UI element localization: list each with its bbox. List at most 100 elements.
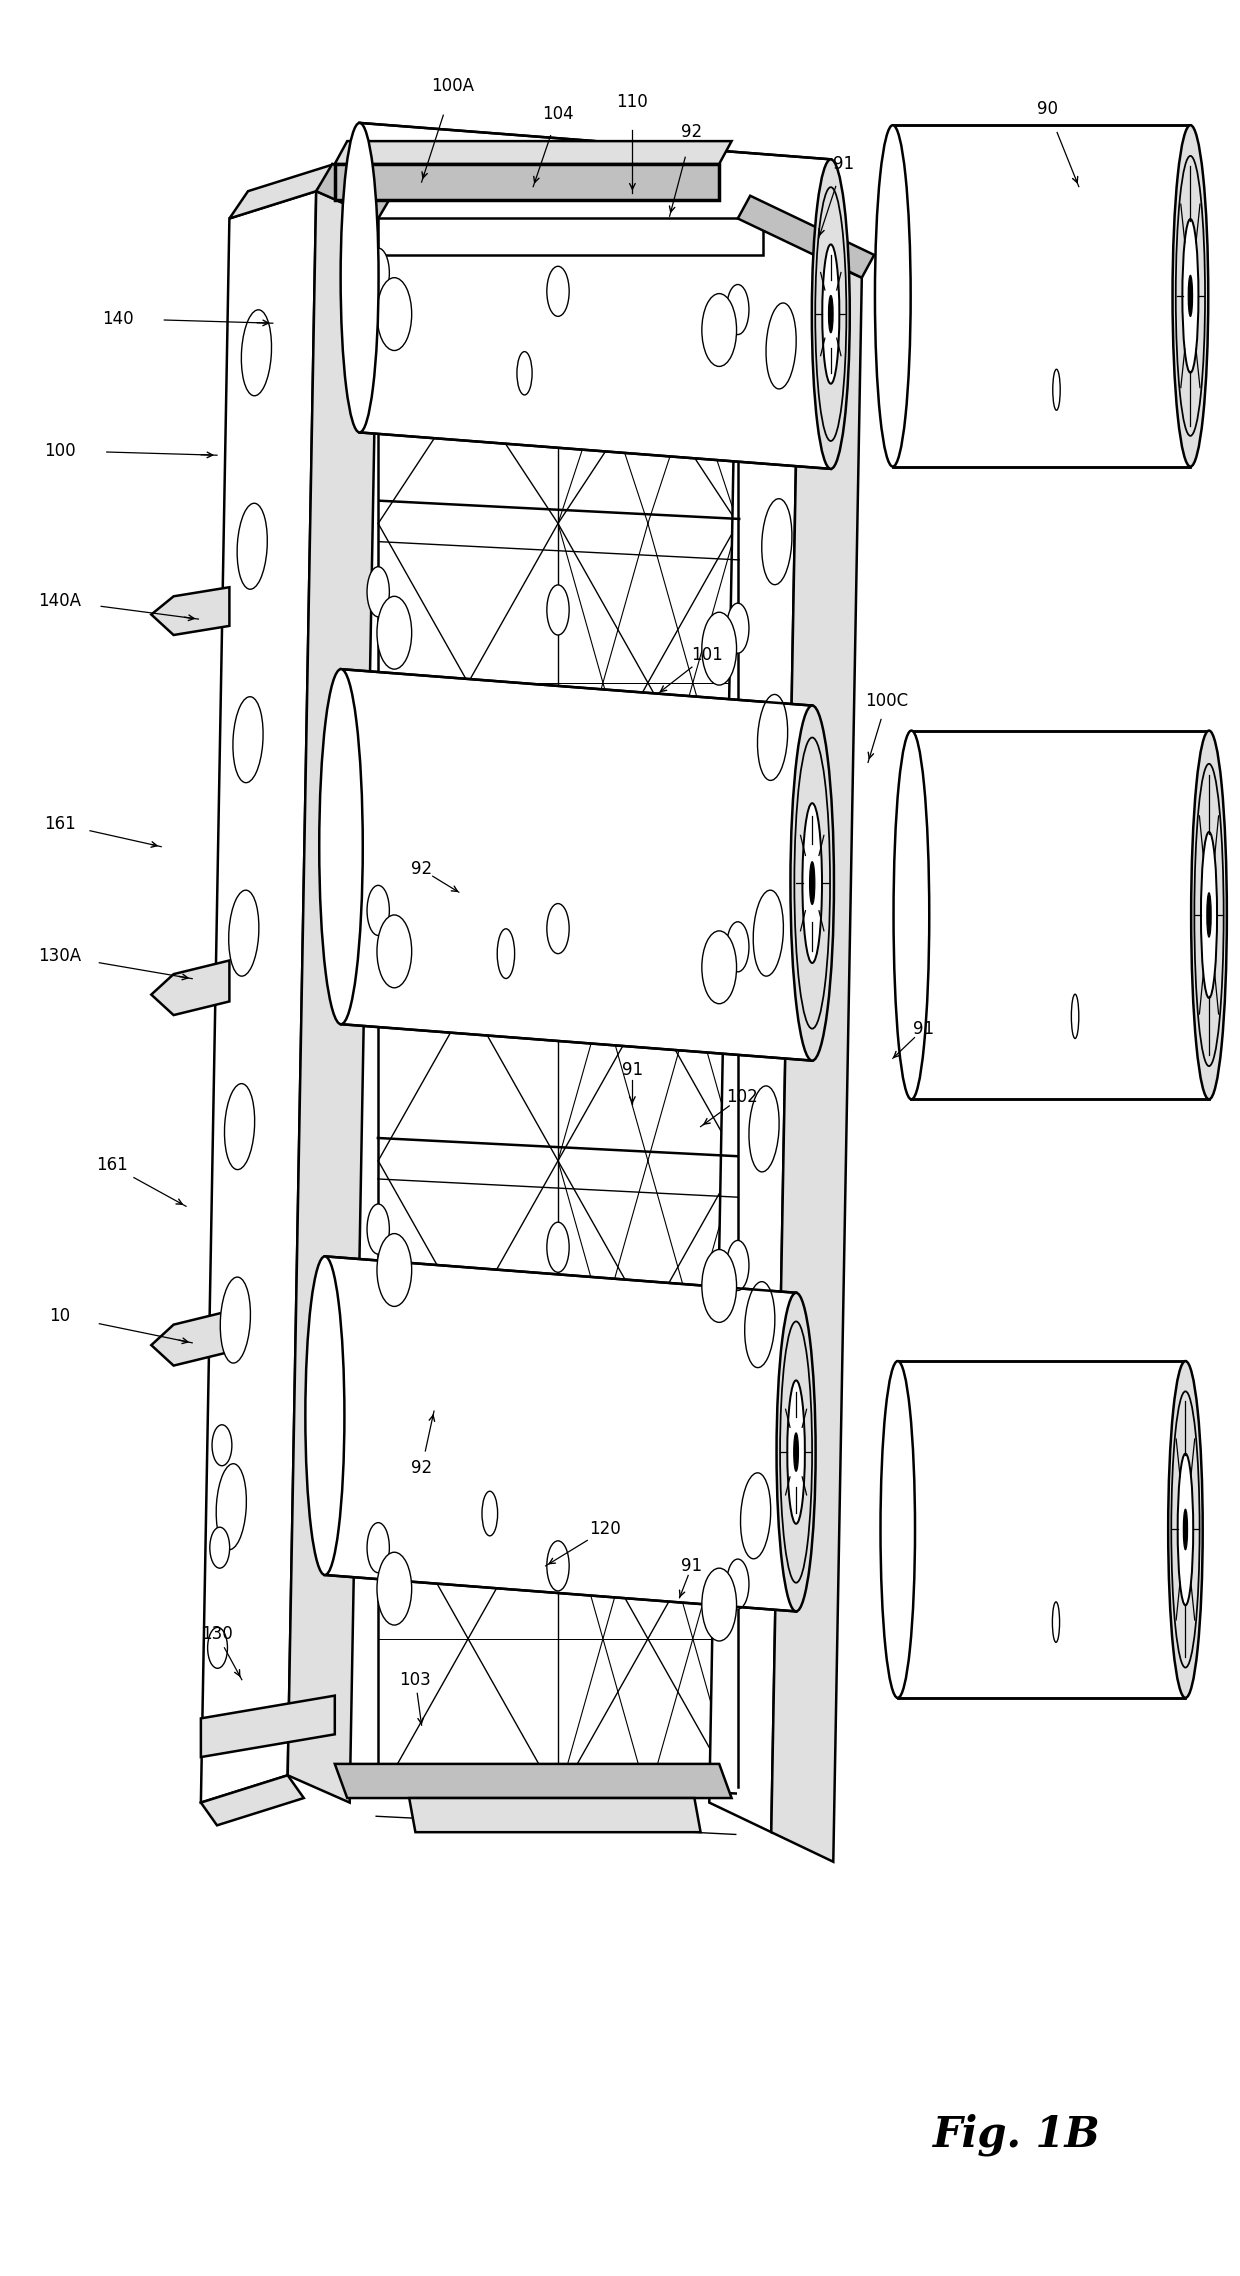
Ellipse shape bbox=[727, 1240, 749, 1290]
Polygon shape bbox=[911, 731, 1209, 1099]
Ellipse shape bbox=[367, 1204, 389, 1254]
Ellipse shape bbox=[1053, 369, 1060, 410]
Ellipse shape bbox=[547, 266, 569, 316]
Ellipse shape bbox=[367, 248, 389, 298]
Ellipse shape bbox=[766, 303, 796, 389]
Ellipse shape bbox=[377, 1552, 412, 1625]
Ellipse shape bbox=[547, 1222, 569, 1272]
Ellipse shape bbox=[810, 863, 815, 904]
Ellipse shape bbox=[377, 596, 412, 669]
Ellipse shape bbox=[753, 890, 784, 976]
Polygon shape bbox=[771, 250, 862, 1862]
Ellipse shape bbox=[758, 694, 787, 781]
Ellipse shape bbox=[761, 498, 792, 585]
Ellipse shape bbox=[1176, 155, 1205, 437]
Ellipse shape bbox=[221, 1277, 250, 1363]
Ellipse shape bbox=[1173, 125, 1208, 467]
Ellipse shape bbox=[367, 1523, 389, 1573]
Text: 90: 90 bbox=[1038, 100, 1058, 118]
Polygon shape bbox=[409, 1798, 701, 1832]
Text: 140: 140 bbox=[102, 310, 134, 328]
Ellipse shape bbox=[702, 1250, 737, 1322]
Polygon shape bbox=[151, 960, 229, 1015]
Text: 130A: 130A bbox=[38, 947, 81, 965]
Text: 91: 91 bbox=[913, 1020, 935, 1038]
Ellipse shape bbox=[894, 731, 929, 1099]
Polygon shape bbox=[335, 141, 732, 164]
Text: 161: 161 bbox=[95, 1156, 128, 1174]
Text: 140A: 140A bbox=[38, 592, 81, 610]
Text: 120: 120 bbox=[589, 1520, 621, 1539]
Polygon shape bbox=[360, 123, 831, 469]
Polygon shape bbox=[316, 164, 394, 218]
Text: 91: 91 bbox=[832, 155, 854, 173]
Ellipse shape bbox=[1178, 1454, 1193, 1605]
Ellipse shape bbox=[547, 1541, 569, 1591]
Polygon shape bbox=[325, 1256, 796, 1611]
Ellipse shape bbox=[802, 803, 822, 963]
Text: 10: 10 bbox=[48, 1306, 71, 1325]
Polygon shape bbox=[335, 164, 719, 200]
Ellipse shape bbox=[880, 1361, 915, 1698]
Ellipse shape bbox=[377, 915, 412, 988]
Text: 91: 91 bbox=[681, 1557, 703, 1575]
Ellipse shape bbox=[828, 296, 833, 332]
Ellipse shape bbox=[1188, 275, 1193, 316]
Text: 92: 92 bbox=[681, 123, 703, 141]
Ellipse shape bbox=[749, 1086, 779, 1172]
Ellipse shape bbox=[875, 125, 910, 467]
Ellipse shape bbox=[367, 567, 389, 617]
Ellipse shape bbox=[1192, 731, 1226, 1099]
Ellipse shape bbox=[341, 123, 378, 432]
Polygon shape bbox=[288, 191, 378, 1803]
Text: 100: 100 bbox=[43, 442, 76, 460]
Ellipse shape bbox=[812, 159, 849, 469]
Ellipse shape bbox=[1202, 833, 1216, 997]
Ellipse shape bbox=[702, 1568, 737, 1641]
Ellipse shape bbox=[547, 585, 569, 635]
Ellipse shape bbox=[497, 929, 515, 979]
Polygon shape bbox=[738, 196, 874, 278]
Polygon shape bbox=[898, 1361, 1185, 1698]
Ellipse shape bbox=[1053, 1602, 1059, 1643]
Polygon shape bbox=[151, 1311, 229, 1366]
Ellipse shape bbox=[216, 1463, 247, 1550]
Ellipse shape bbox=[233, 696, 263, 783]
Text: 101: 101 bbox=[691, 646, 723, 665]
Ellipse shape bbox=[482, 1491, 497, 1536]
Text: Fig. 1B: Fig. 1B bbox=[932, 2114, 1101, 2155]
Text: 161: 161 bbox=[43, 815, 76, 833]
Text: 104: 104 bbox=[542, 105, 574, 123]
Text: 130: 130 bbox=[201, 1625, 233, 1643]
Ellipse shape bbox=[727, 1559, 749, 1609]
Polygon shape bbox=[201, 1775, 304, 1825]
Ellipse shape bbox=[795, 737, 830, 1029]
Polygon shape bbox=[151, 587, 229, 635]
Ellipse shape bbox=[822, 244, 839, 385]
Ellipse shape bbox=[1183, 1509, 1188, 1550]
Ellipse shape bbox=[377, 278, 412, 351]
Ellipse shape bbox=[367, 885, 389, 935]
Polygon shape bbox=[709, 218, 800, 1832]
Ellipse shape bbox=[207, 1627, 227, 1668]
Polygon shape bbox=[201, 1696, 335, 1757]
Ellipse shape bbox=[305, 1256, 345, 1575]
Ellipse shape bbox=[242, 310, 272, 396]
Ellipse shape bbox=[794, 1434, 799, 1470]
Ellipse shape bbox=[1183, 218, 1198, 373]
Ellipse shape bbox=[224, 1083, 254, 1170]
Ellipse shape bbox=[1194, 765, 1224, 1065]
Ellipse shape bbox=[1207, 892, 1211, 938]
Ellipse shape bbox=[1071, 995, 1079, 1038]
Ellipse shape bbox=[727, 922, 749, 972]
Ellipse shape bbox=[228, 890, 259, 976]
Ellipse shape bbox=[815, 187, 847, 442]
Ellipse shape bbox=[1172, 1391, 1199, 1668]
Ellipse shape bbox=[212, 1425, 232, 1466]
Text: 92: 92 bbox=[410, 860, 433, 879]
Text: 91: 91 bbox=[621, 1061, 644, 1079]
Text: 100C: 100C bbox=[866, 692, 908, 710]
Ellipse shape bbox=[319, 669, 363, 1024]
Polygon shape bbox=[229, 164, 335, 218]
Polygon shape bbox=[893, 125, 1190, 467]
